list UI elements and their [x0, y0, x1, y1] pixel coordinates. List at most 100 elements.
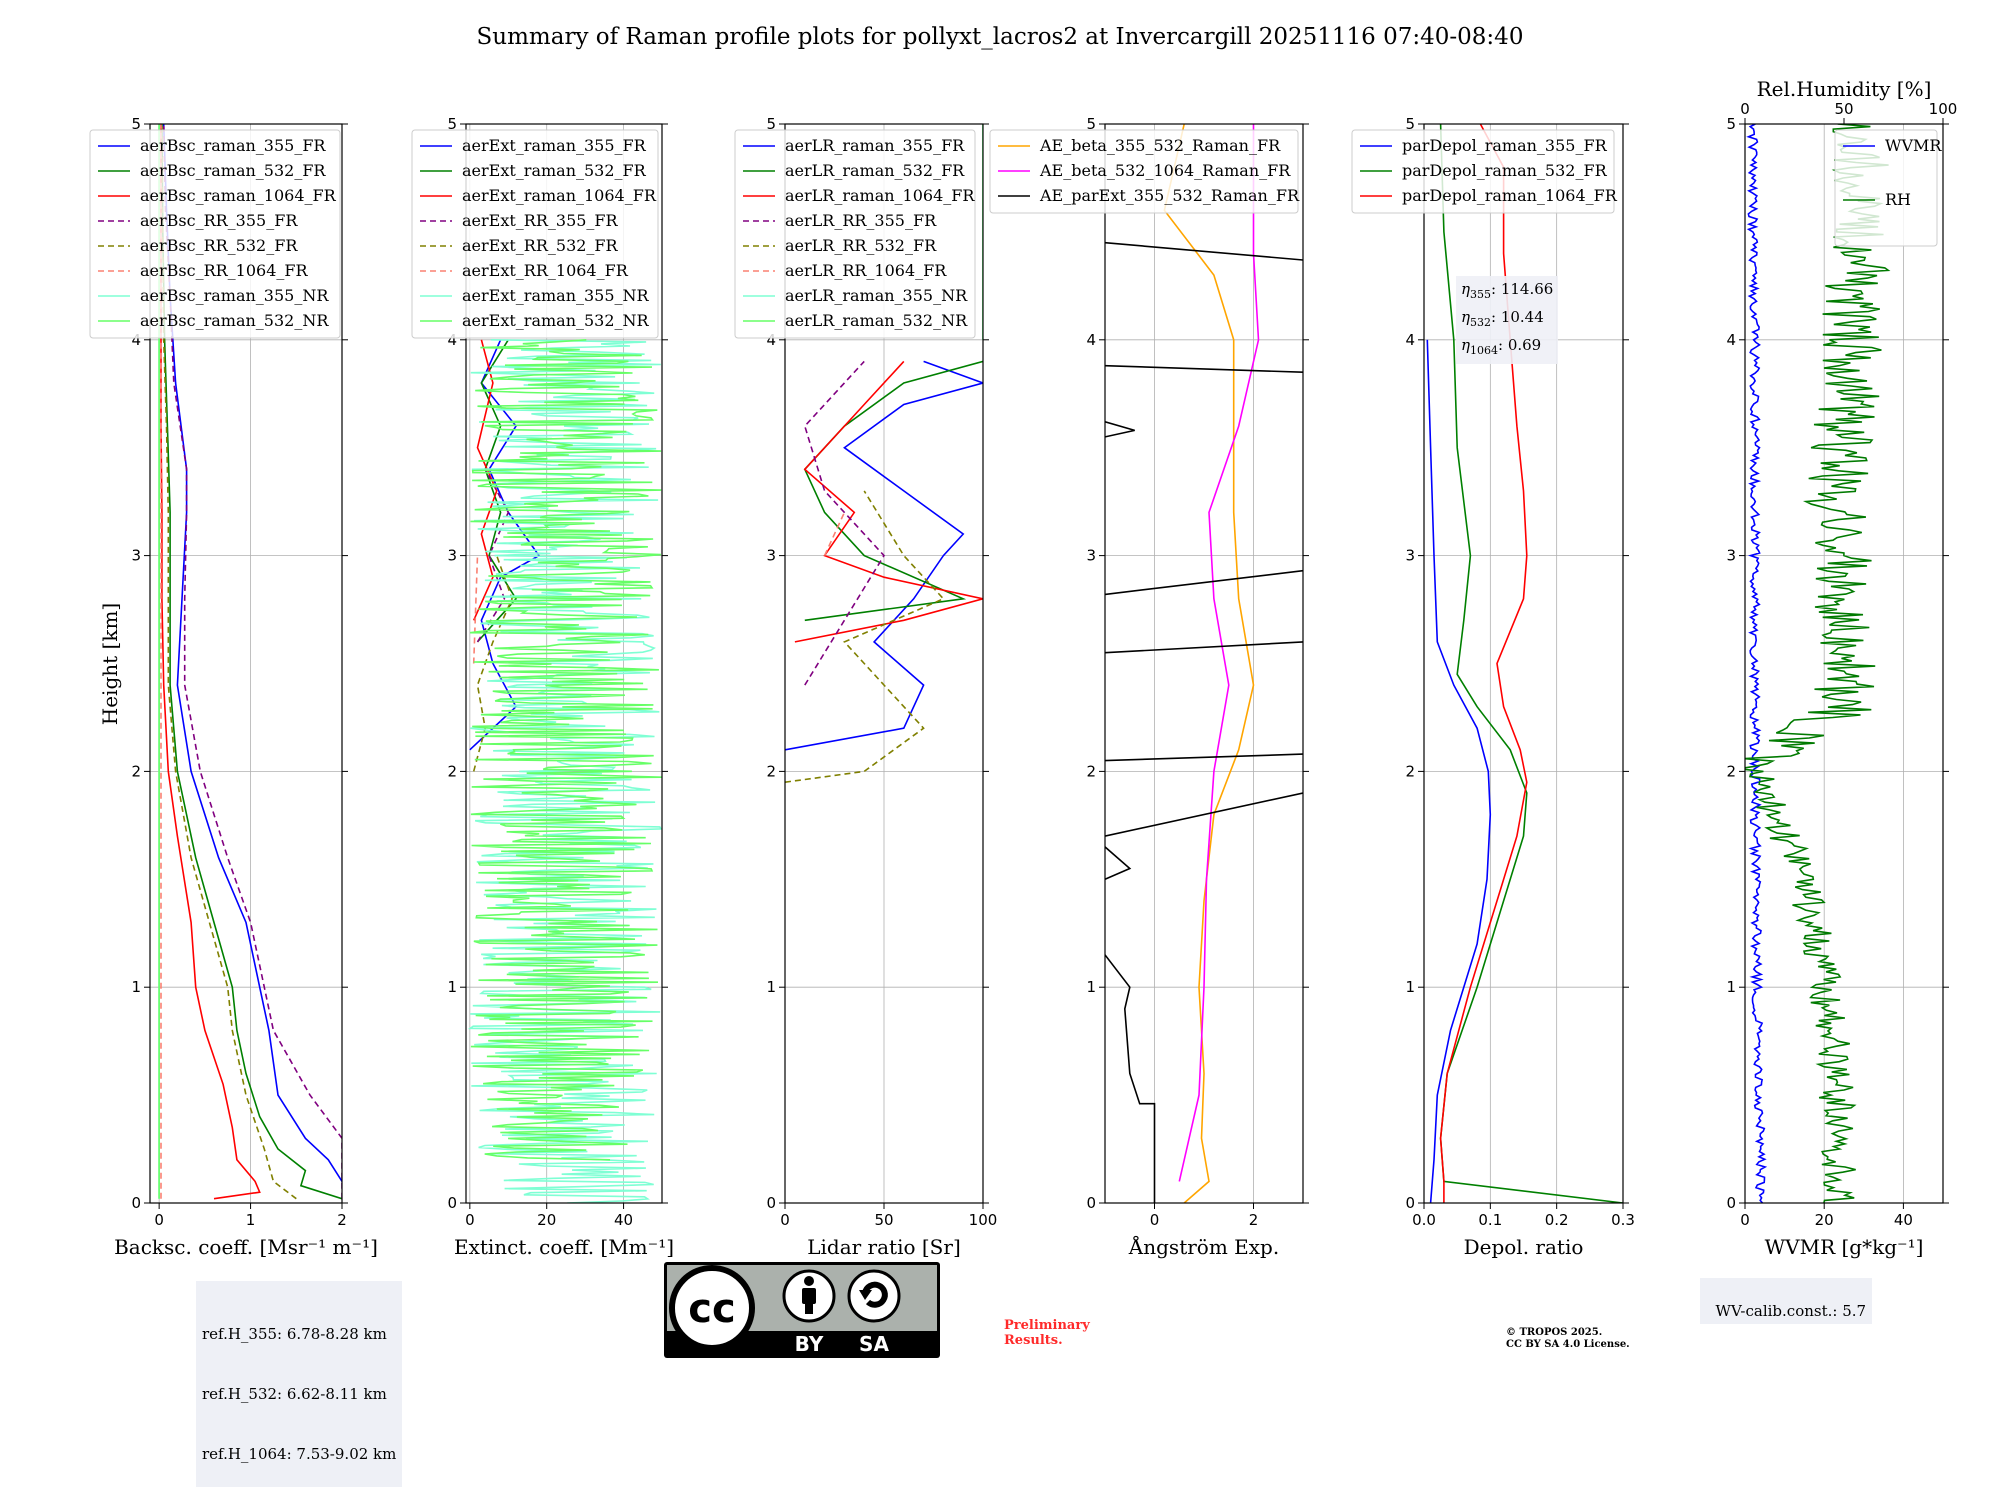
series-WVMR: [1746, 124, 1768, 1203]
series-aerBsc_raman_532_FR: [161, 124, 342, 1200]
x-axis-label-bsc: Backsc. coeff. [Msr⁻¹ m⁻¹]: [114, 1235, 378, 1259]
legend-label: aerLR_RR_1064_FR: [785, 261, 947, 280]
preliminary-line-2: Results.: [1004, 1333, 1063, 1348]
legend-label: aerExt_raman_355_FR: [462, 136, 647, 155]
y-tick-label: 2: [131, 762, 141, 780]
y-tick-label: 2: [766, 762, 776, 780]
sa-share-arc: [862, 1281, 888, 1308]
x-tick-label: 0: [780, 1211, 790, 1229]
legend-frame: [1351, 129, 1615, 214]
cc-by-sa-license-logo: cc BY SA: [664, 1262, 940, 1358]
legend-label: parDepol_raman_355_FR: [1402, 136, 1608, 155]
legend-label: WVMR: [1885, 136, 1942, 155]
series-group-lr: [785, 124, 983, 783]
axes-frame-wv: [1744, 123, 1944, 1204]
legend-label: parDepol_raman_1064_FR: [1402, 186, 1618, 205]
y-tick-label: 3: [1726, 547, 1736, 565]
series-AE_parExt_355_532_Raman_FR: [1105, 569, 1303, 596]
x-tick-label: 100: [969, 1211, 998, 1229]
series-group-wv: [1745, 124, 1891, 1203]
cc-mark: cc: [688, 1286, 735, 1332]
series-AE_parExt_355_532_Raman_FR: [1105, 792, 1303, 837]
by-label: BY: [795, 1332, 824, 1356]
eta-box: η355: 114.66 η532: 10.44 η1064: 0.69: [1456, 276, 1559, 364]
legend-label: aerExt_raman_355_NR: [462, 286, 650, 305]
by-person-legs: [805, 1302, 813, 1314]
x-axis-label-wv: WVMR [g*kg⁻¹]: [1765, 1235, 1924, 1259]
x-tick-label: 1: [246, 1211, 256, 1229]
series-aerBsc_raman_355_FR: [162, 124, 342, 1183]
panel-lr: 0 50 100 0 1 2 3 4 5 Lidar ratio [Sr] aerLR_raman_…: [734, 115, 998, 1259]
series-aerExt_RR_1064_FR: [472, 555, 479, 664]
legend-label: aerLR_raman_355_NR: [785, 286, 968, 305]
summary-figure: Summary of Raman profile plots for polly…: [89, 24, 1957, 1259]
y-tick-label: 1: [1726, 978, 1736, 996]
panel-depol: 0.0 0.1 0.2 0.3 0 1 2 3 4 5 Depol. ratio parDepol_r…: [1351, 115, 1635, 1259]
x-tick-label: 50: [874, 1211, 893, 1229]
series-AE_parExt_355_532_Raman_FR: [1105, 641, 1303, 654]
legend-label: RH: [1885, 190, 1911, 209]
series-aerLR_raman_532_FR: [803, 360, 983, 622]
y-tick-label: 0: [766, 1194, 776, 1212]
eta-355-row: η355: 114.66: [1461, 280, 1554, 301]
panel-wv: 0 20 40 0 1 2 3 4 5 WVMR [g*kg⁻¹] 0 50 100Rel.Humidi…: [1726, 77, 1957, 1259]
x-axis-label-lr: Lidar ratio [Sr]: [807, 1235, 961, 1259]
series-AE_parExt_355_532_Raman_FR: [1105, 954, 1156, 1203]
panel-bsc: 0 1 2 0 1 2 3 4 5 Backsc. coeff. [Msr⁻¹ m⁻¹] aerBs…: [89, 115, 378, 1259]
eta-1064-row: η1064: 0.69: [1461, 336, 1542, 357]
legend-label: aerBsc_raman_355_NR: [140, 286, 329, 305]
series-AE_parExt_355_532_Raman_FR: [1105, 421, 1135, 438]
x-tick-label: 20: [1815, 1211, 1834, 1229]
y-tick-label: 0: [1405, 1194, 1415, 1212]
legend-bsc: aerBsc_raman_355_FR aerBsc_raman_532_FRae…: [89, 129, 341, 339]
y-tick-label: 2: [447, 762, 457, 780]
y-tick-label: 3: [447, 547, 457, 565]
y-tick-label: 5: [131, 115, 141, 133]
legend-label: aerLR_raman_1064_FR: [785, 186, 975, 205]
legend-frame: [734, 129, 976, 339]
copyright-note: © TROPOS 2025. CC BY SA 4.0 License.: [1506, 1327, 1630, 1351]
legend-label: aerExt_raman_532_NR: [462, 311, 650, 330]
y-tick-label: 5: [447, 115, 457, 133]
legend-label: aerExt_raman_532_FR: [462, 161, 647, 180]
legend-ext: aerExt_raman_355_FR aerExt_raman_532_FRae…: [411, 129, 659, 339]
copyright-line-1: © TROPOS 2025.: [1506, 1327, 1603, 1338]
x-tick-label: 0: [154, 1211, 164, 1229]
y-tick-label: 5: [766, 115, 776, 133]
y-tick-label: 5: [1405, 115, 1415, 133]
legend-frame: [89, 129, 341, 339]
legend-label: AE_beta_355_532_Raman_FR: [1039, 136, 1281, 155]
y-tick-label: 4: [1726, 331, 1736, 349]
x-tick-label: 0.2: [1545, 1211, 1569, 1229]
legend-ae: AE_beta_355_532_Raman_FR AE_beta_532_1064…: [989, 129, 1300, 214]
legend-label: parDepol_raman_532_FR: [1402, 161, 1608, 180]
series-aerBsc_RR_532_FR: [161, 124, 297, 1200]
y-tick-label: 5: [1086, 115, 1096, 133]
refH-1064: ref.H_1064: 7.53-9.02 km: [202, 1445, 397, 1463]
series-parDepol_raman_355_FR: [1426, 339, 1492, 1203]
x-tick-label: 0.3: [1611, 1211, 1635, 1229]
legend-lr: aerLR_raman_355_FR aerLR_raman_532_FR aerL…: [734, 129, 976, 339]
x-tick-label: 40: [614, 1211, 633, 1229]
wv-calib-box: WV-calib.const.: 5.7: [1700, 1278, 1873, 1324]
series-aerBsc_RR_355_FR: [162, 124, 342, 1199]
copyright-line-2: CC BY SA 4.0 License.: [1506, 1339, 1630, 1350]
series-AE_parExt_355_532_Raman_FR: [1105, 364, 1303, 373]
legend-label: AE_beta_532_1064_Raman_FR: [1039, 161, 1291, 180]
legend-label: AE_parExt_355_532_Raman_FR: [1039, 186, 1300, 205]
refH-355: ref.H_355: 6.78-8.28 km: [202, 1325, 387, 1343]
eta-1064-sub: 1064: [1470, 344, 1498, 357]
y-axis-label: Height [km]: [98, 603, 122, 725]
y-tick-label: 4: [1405, 331, 1415, 349]
legend-label: aerLR_raman_355_FR: [785, 136, 965, 155]
x-tick-label: 2: [337, 1211, 347, 1229]
series-aerLR_RR_355_FR: [803, 360, 885, 686]
x-tick-label: 0: [1740, 1211, 1750, 1229]
y-tick-label: 2: [1405, 762, 1415, 780]
series-aerExt_RR_532_FR: [472, 555, 513, 772]
legend-label: aerBsc_raman_532_NR: [140, 311, 329, 330]
x-tick-label: 0.0: [1412, 1211, 1436, 1229]
y-tick-label: 4: [766, 331, 776, 349]
y-tick-label: 4: [1086, 331, 1096, 349]
by-person-body: [802, 1288, 816, 1304]
